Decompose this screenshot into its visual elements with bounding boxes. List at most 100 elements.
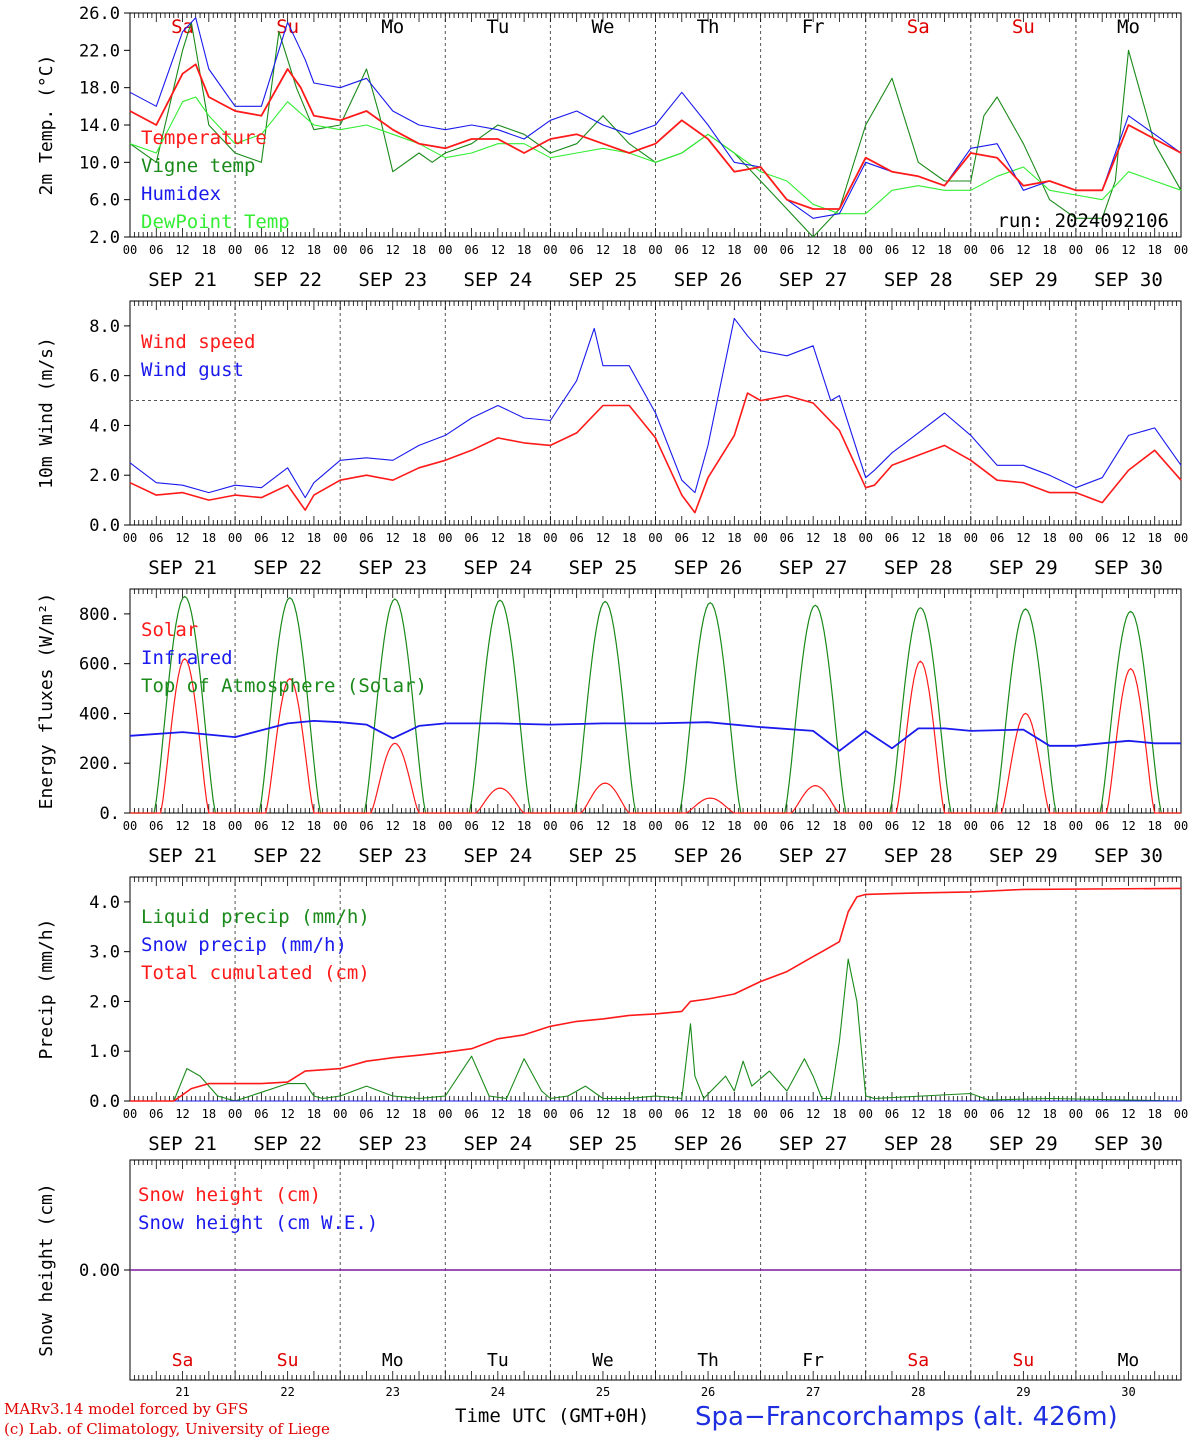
legend-item: Total cumulated (cm) [141, 962, 370, 984]
hour-tick-label: 06 [990, 243, 1004, 257]
hour-tick-label: 18 [202, 1107, 216, 1121]
hour-tick-label: 18 [307, 243, 321, 257]
date-label: SEP 29 [989, 269, 1058, 291]
weekday-label: Su [1013, 1350, 1035, 1371]
date-label: SEP 21 [148, 269, 217, 291]
day-number-label: 27 [806, 1385, 820, 1399]
hour-tick-label: 12 [701, 819, 715, 833]
y-tick-label: 1.0 [89, 1042, 120, 1062]
y-tick-label: 8.0 [89, 317, 120, 337]
y-tick-label: 200. [79, 754, 120, 774]
hour-tick-label: 00 [123, 1107, 137, 1121]
hour-tick-label: 18 [307, 819, 321, 833]
hour-tick-label: 18 [517, 531, 531, 545]
date-label: SEP 23 [358, 1133, 427, 1155]
day-number-label: 24 [491, 1385, 505, 1399]
hour-tick-label: 06 [254, 1107, 268, 1121]
hour-tick-label: 12 [1016, 243, 1030, 257]
date-label: SEP 30 [1094, 557, 1163, 579]
legend-item: Snow precip (mm/h) [141, 934, 347, 956]
series-dewpoint-temp [129, 96, 1182, 215]
hour-tick-label: 06 [254, 819, 268, 833]
hour-tick-label: 00 [1069, 819, 1083, 833]
hour-tick-label: 18 [517, 1107, 531, 1121]
date-label: SEP 26 [674, 557, 743, 579]
hour-tick-label: 18 [412, 243, 426, 257]
y-tick-label: 0.00 [79, 1261, 120, 1281]
date-label: SEP 27 [779, 1133, 848, 1155]
weekday-label: We [592, 1350, 614, 1371]
hour-tick-label: 06 [675, 531, 689, 545]
hour-tick-label: 18 [1042, 819, 1056, 833]
series-wind-speed [129, 392, 1182, 514]
hour-tick-label: 00 [648, 819, 662, 833]
hour-tick-label: 00 [123, 531, 137, 545]
hour-tick-label: 18 [412, 531, 426, 545]
y-axis-title: 10m Wind (m/s) [36, 337, 57, 489]
day-number-label: 29 [1016, 1385, 1030, 1399]
hour-tick-label: 06 [990, 819, 1004, 833]
hour-tick-label: 06 [675, 1107, 689, 1121]
hour-tick-label: 12 [1121, 819, 1135, 833]
hour-tick-label: 18 [937, 819, 951, 833]
date-label: SEP 23 [358, 557, 427, 579]
hour-tick-label: 00 [753, 531, 767, 545]
hour-tick-label: 06 [149, 243, 163, 257]
hour-tick-label: 18 [1042, 1107, 1056, 1121]
hour-tick-label: 00 [753, 243, 767, 257]
date-label: SEP 26 [674, 1133, 743, 1155]
hour-tick-label: 18 [1042, 243, 1056, 257]
hour-tick-label: 18 [622, 243, 636, 257]
panel-2: 0.0 2.0 4.0 6.0 8.0 10m Wind (m/s) Wind speed W… [36, 300, 1188, 579]
hour-tick-label: 00 [228, 243, 242, 257]
y-axis-title: Energy fluxes (W/m²) [36, 593, 57, 810]
weekday-label: Mo [382, 1350, 404, 1371]
hour-tick-label: 12 [911, 819, 925, 833]
hour-tick-label: 06 [149, 819, 163, 833]
date-label: SEP 26 [674, 845, 743, 867]
hour-tick-label: 00 [648, 243, 662, 257]
date-label: SEP 30 [1094, 269, 1163, 291]
date-label: SEP 27 [779, 269, 848, 291]
series-total-cumulated [130, 887, 1182, 1102]
date-label: SEP 30 [1094, 1133, 1163, 1155]
hour-tick-label: 18 [832, 1107, 846, 1121]
hour-tick-label: 06 [780, 243, 794, 257]
date-label: SEP 30 [1094, 845, 1163, 867]
date-label: SEP 28 [884, 1133, 953, 1155]
hour-tick-label: 00 [753, 1107, 767, 1121]
y-tick-label: 26.0 [79, 4, 120, 24]
hour-tick-label: 12 [280, 819, 294, 833]
weekday-label: Th [697, 1350, 719, 1371]
day-number-label: 26 [701, 1385, 715, 1399]
hour-tick-label: 12 [386, 531, 400, 545]
date-label: SEP 25 [569, 269, 638, 291]
date-label: SEP 25 [569, 845, 638, 867]
day-number-label: 23 [386, 1385, 400, 1399]
hour-tick-label: 06 [359, 1107, 373, 1121]
hour-tick-label: 06 [1095, 531, 1109, 545]
hour-tick-label: 00 [648, 531, 662, 545]
weekday-label: Fr [802, 16, 825, 38]
hour-tick-label: 00 [1174, 531, 1188, 545]
y-tick-label: 6.0 [89, 367, 120, 387]
hour-tick-label: 06 [990, 1107, 1004, 1121]
hour-tick-label: 06 [464, 1107, 478, 1121]
hour-tick-label: 18 [727, 1107, 741, 1121]
hour-tick-label: 18 [727, 531, 741, 545]
weekday-label: Sa [172, 1350, 194, 1371]
hour-tick-label: 12 [596, 243, 610, 257]
hour-tick-label: 18 [937, 1107, 951, 1121]
series-temperature [129, 63, 1182, 210]
y-axis-title: Snow height (cm) [36, 1183, 57, 1356]
hour-tick-label: 00 [333, 819, 347, 833]
hour-tick-label: 00 [858, 243, 872, 257]
hour-tick-label: 00 [438, 1107, 452, 1121]
hour-tick-label: 00 [858, 1107, 872, 1121]
weekday-label: Tu [487, 1350, 509, 1371]
y-tick-label: 0.0 [89, 516, 120, 536]
model-credit: MARv3.14 model forced by GFS [4, 1400, 249, 1418]
hour-tick-label: 06 [254, 243, 268, 257]
hour-tick-label: 12 [596, 531, 610, 545]
time-axis-title: Time UTC (GMT+0H) [455, 1405, 650, 1427]
